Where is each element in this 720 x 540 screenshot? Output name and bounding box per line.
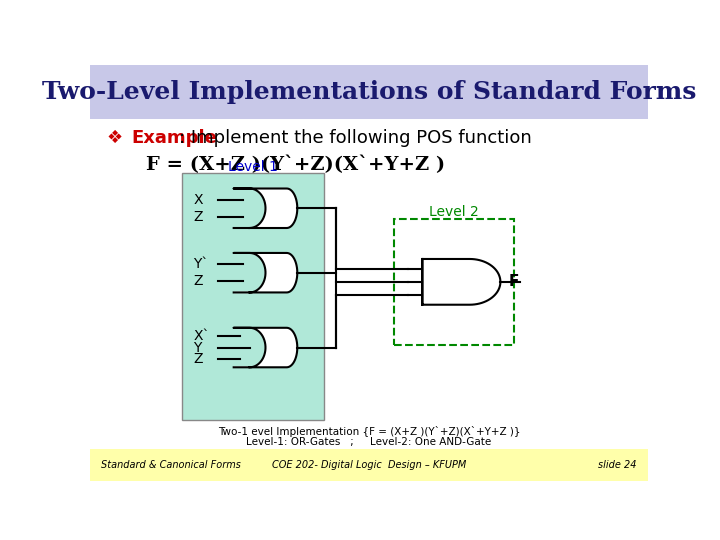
Text: Level 1: Level 1 xyxy=(228,160,278,174)
FancyBboxPatch shape xyxy=(90,449,648,481)
Text: Level 2: Level 2 xyxy=(429,205,479,219)
Text: F = (X+Z )(Y`+Z)(X`+Y+Z ): F = (X+Z )(Y`+Z)(X`+Y+Z ) xyxy=(145,156,445,174)
Text: Example: Example xyxy=(132,129,217,146)
Text: COE 202- Digital Logic  Design – KFUPM: COE 202- Digital Logic Design – KFUPM xyxy=(272,460,466,470)
FancyBboxPatch shape xyxy=(182,173,324,420)
Text: slide 24: slide 24 xyxy=(598,460,637,470)
Polygon shape xyxy=(234,253,297,293)
Text: Two-Level Implementations of Standard Forms: Two-Level Implementations of Standard Fo… xyxy=(42,80,696,104)
Text: : Implement the following POS function: : Implement the following POS function xyxy=(179,129,532,146)
Text: Z: Z xyxy=(193,210,203,224)
Polygon shape xyxy=(423,259,500,305)
Text: Z: Z xyxy=(193,274,203,288)
Polygon shape xyxy=(234,328,297,367)
Text: Y: Y xyxy=(193,341,202,355)
Text: X`: X` xyxy=(193,329,210,343)
Text: X: X xyxy=(193,193,203,207)
Text: Level-1: OR-Gates   ;     Level-2: One AND-Gate: Level-1: OR-Gates ; Level-2: One AND-Gat… xyxy=(246,436,492,447)
Text: F: F xyxy=(509,274,519,289)
Text: ❖: ❖ xyxy=(107,129,123,146)
Text: Z: Z xyxy=(193,353,203,367)
Text: Two-1 evel Implementation {F = (X+Z )(Y`+Z)(X`+Y+Z )}: Two-1 evel Implementation {F = (X+Z )(Y`… xyxy=(217,426,521,437)
Text: Y`: Y` xyxy=(193,257,209,271)
Text: Standard & Canonical Forms: Standard & Canonical Forms xyxy=(101,460,241,470)
Polygon shape xyxy=(234,188,297,228)
FancyBboxPatch shape xyxy=(90,65,648,119)
